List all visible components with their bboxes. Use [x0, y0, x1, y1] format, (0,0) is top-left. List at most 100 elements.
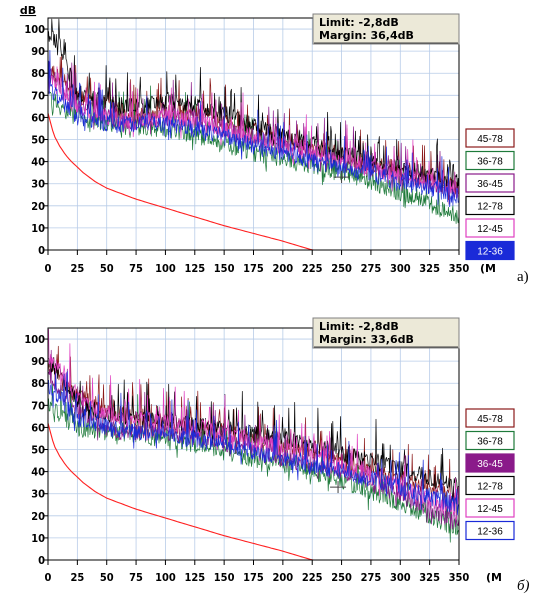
- x-tick-label: 325: [419, 571, 440, 584]
- x-tick-label: 125: [184, 262, 205, 275]
- x-tick-label: 100: [155, 262, 176, 275]
- y-tick-label: 80: [31, 377, 45, 390]
- legend-item-12-45[interactable]: 12-45: [465, 498, 515, 518]
- x-tick-label: 50: [100, 571, 114, 584]
- legend-swatch[interactable]: [465, 173, 515, 193]
- x-tick-label: 225: [302, 571, 323, 584]
- series-line-12-45: [48, 65, 460, 199]
- limit-curve: [47, 112, 342, 251]
- y-tick-label: 0: [38, 244, 45, 257]
- legend-label[interactable]: 12-45: [477, 224, 503, 235]
- legend-swatch[interactable]: [465, 498, 515, 518]
- legend-swatch[interactable]: [465, 195, 515, 216]
- series-line-36-78: [48, 383, 459, 543]
- limit-readout: Limit: -2,8dB: [319, 320, 399, 333]
- legend-swatch[interactable]: [465, 150, 515, 171]
- limit-curve: [47, 422, 342, 561]
- panel-label: б): [517, 578, 530, 594]
- legend-label[interactable]: 36-78: [477, 437, 503, 448]
- x-tick-label: 175: [243, 571, 264, 584]
- legend-item-45-78[interactable]: 45-78: [465, 408, 515, 428]
- limit-readout: Limit: -2,8dB: [319, 16, 399, 29]
- y-tick-label: 40: [31, 466, 45, 479]
- legend-label[interactable]: 36-78: [477, 157, 503, 168]
- crosshair-marker: [330, 481, 347, 494]
- y-tick-label: 10: [31, 532, 45, 545]
- series-line-12-36: [48, 371, 460, 516]
- legend-label[interactable]: 12-78: [477, 202, 503, 213]
- x-axis-unit: (MHz: [480, 262, 512, 275]
- legend-swatch[interactable]: [465, 520, 515, 541]
- chart-panel-b: 0 25 50 75 100 125 150 175 200 225 250 275 300 325 350…: [24, 317, 530, 594]
- y-tick-label: 30: [31, 488, 45, 501]
- x-tick-label: 350: [449, 262, 470, 275]
- info-box-bg: [312, 13, 460, 45]
- y-tick-label: 40: [31, 156, 45, 169]
- series-group: [48, 18, 460, 224]
- legend-item-36-45[interactable]: 36-45: [465, 453, 515, 473]
- y-axis-label: dB: [20, 4, 36, 17]
- y-tick-label: 70: [31, 399, 45, 412]
- legend-item-36-78[interactable]: 36-78: [465, 430, 515, 451]
- y-tick-label: 10: [31, 222, 45, 235]
- legend-item-12-45[interactable]: 12-45: [465, 218, 515, 238]
- legend-label[interactable]: 36-45: [477, 459, 503, 470]
- margin-readout: Margin: 36,4dB: [319, 29, 414, 42]
- x-tick-label: 100: [155, 571, 176, 584]
- x-tick-label: 275: [361, 262, 382, 275]
- series-line-36-45: [48, 349, 460, 530]
- chart-panel-a: 0 25 50 75 100 125 150 175 200 225 250 275 300 325 350…: [20, 4, 529, 285]
- x-tick-label: 50: [100, 262, 114, 275]
- x-tick-label: 200: [273, 262, 294, 275]
- legend-label[interactable]: 12-45: [477, 504, 503, 515]
- legend-swatch[interactable]: [465, 218, 515, 238]
- x-tick-label: 300: [390, 571, 411, 584]
- legend-label[interactable]: 36-45: [477, 179, 503, 190]
- legend-item-36-78[interactable]: 36-78: [465, 150, 515, 171]
- x-tick-label: 0: [45, 262, 52, 275]
- panel-label: а): [517, 269, 529, 285]
- series-line-12-36: [48, 49, 459, 208]
- legend-item-12-36[interactable]: 12-36: [465, 240, 515, 261]
- y-tick-label: 30: [31, 178, 45, 191]
- x-tick-label: 75: [129, 571, 143, 584]
- legend-item-12-36[interactable]: 12-36: [465, 520, 515, 541]
- legend-label[interactable]: 45-78: [477, 414, 503, 425]
- x-tick-label: 350: [449, 571, 470, 584]
- legend-swatch[interactable]: [465, 240, 515, 261]
- series-line-12-78: [48, 18, 460, 193]
- y-tick-label: 80: [31, 67, 45, 80]
- y-tick-label: 50: [31, 444, 45, 457]
- x-tick-label: 175: [243, 262, 264, 275]
- legend-swatch[interactable]: [465, 128, 515, 148]
- crosshair-marker: [333, 171, 350, 184]
- legend-swatch[interactable]: [465, 430, 515, 451]
- legend-label[interactable]: 45-78: [477, 134, 503, 145]
- x-tick-label: 250: [331, 571, 352, 584]
- x-tick-label: 0: [45, 571, 52, 584]
- legend-swatch[interactable]: [465, 453, 515, 473]
- legend: 45-78 36-78 36-45 12-78 12-45 12-36: [465, 408, 515, 541]
- legend-swatch[interactable]: [465, 475, 515, 496]
- x-tick-label: 325: [419, 262, 440, 275]
- y-tick-label: 100: [24, 333, 45, 346]
- legend-label[interactable]: 12-78: [477, 482, 503, 493]
- y-tick-label: 20: [31, 200, 45, 213]
- y-tick-label: 60: [31, 111, 45, 124]
- legend-swatch[interactable]: [465, 408, 515, 428]
- legend-item-12-78[interactable]: 12-78: [465, 195, 515, 216]
- legend-label[interactable]: 12-36: [477, 527, 503, 538]
- y-tick-label: 60: [31, 421, 45, 434]
- x-tick-label: 300: [390, 262, 411, 275]
- legend-item-36-45[interactable]: 36-45: [465, 173, 515, 193]
- x-tick-label: 200: [273, 571, 294, 584]
- x-tick-label: 250: [331, 262, 352, 275]
- legend-label[interactable]: 12-36: [477, 247, 503, 258]
- y-tick-label: 0: [38, 554, 45, 567]
- legend-item-12-78[interactable]: 12-78: [465, 475, 515, 496]
- legend-item-45-78[interactable]: 45-78: [465, 128, 515, 148]
- x-tick-label: 25: [70, 262, 84, 275]
- x-tick-label: 275: [361, 571, 382, 584]
- y-tick-label: 90: [31, 45, 45, 58]
